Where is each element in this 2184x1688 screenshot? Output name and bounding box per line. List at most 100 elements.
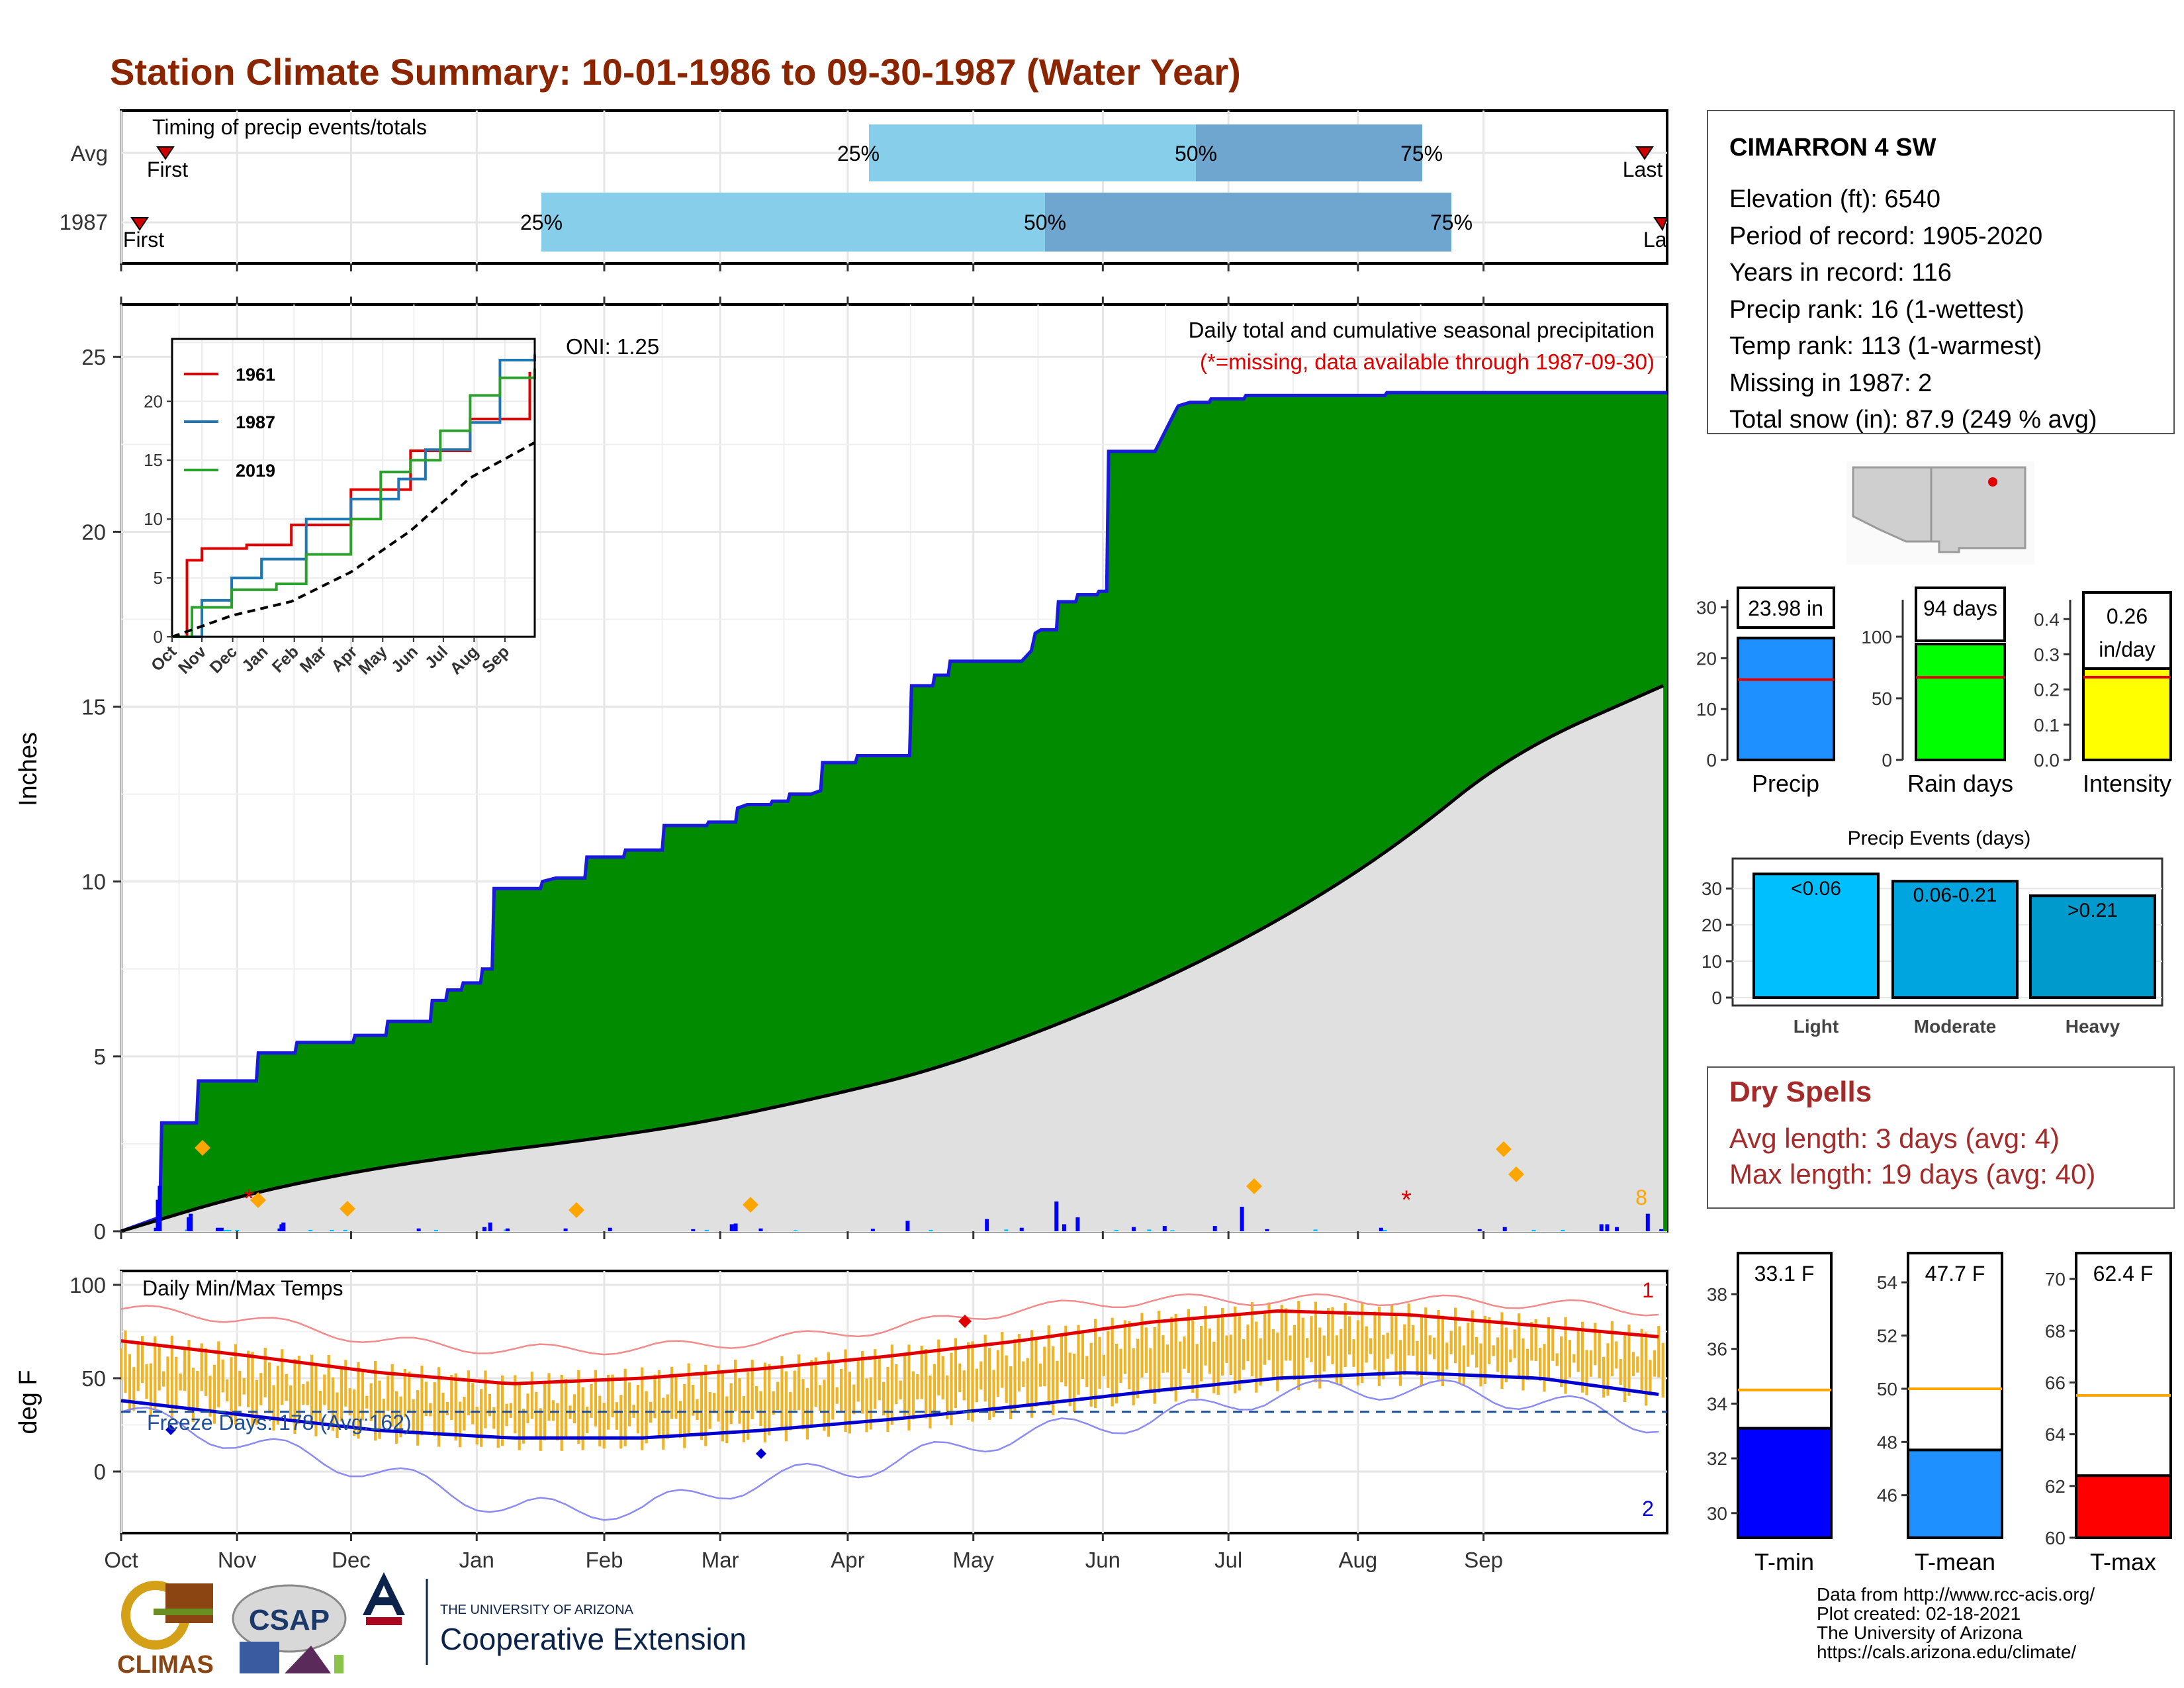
daily-temp-bar: [805, 1387, 809, 1440]
precip-panel: * * 0 5 10 15 20 25 Daily total and cumulativ…: [15, 297, 1668, 1244]
csap-mountain: [285, 1646, 331, 1673]
daily-temp-bar: [607, 1374, 610, 1430]
daily-temp-bar: [1576, 1328, 1580, 1372]
daily-precip-bar: [870, 1229, 875, 1231]
daily-temp-bar: [708, 1391, 711, 1429]
daily-temp-bar: [361, 1369, 364, 1421]
daily-temp-bar: [1149, 1348, 1152, 1391]
tmax-bar: [2075, 1474, 2172, 1540]
timing-label: Timing of precip events/totals: [152, 115, 427, 139]
daily-temp-bar: [967, 1342, 970, 1421]
timing-avg-q25: 25%: [837, 142, 880, 165]
daily-temp-bar: [1615, 1341, 1618, 1369]
daily-precip-bar: [1659, 1229, 1664, 1231]
daily-temp-bar: [1441, 1315, 1444, 1387]
daily-temp-bar: [403, 1368, 406, 1418]
daily-precip-bar: [733, 1223, 738, 1231]
mini-raindays-bar: [1915, 643, 2006, 761]
events-bar-heavy: [2029, 894, 2156, 999]
daily-temp-bar: [704, 1364, 707, 1446]
daily-temp-bar: [191, 1368, 195, 1423]
daily-temp-bar: [226, 1379, 229, 1402]
y-tick-label: 5: [94, 1045, 106, 1069]
tmin-name: T-min: [1754, 1548, 1814, 1575]
daily-temp-bar: [979, 1361, 983, 1390]
daily-temp-bar: [725, 1396, 729, 1444]
daily-temp-bar: [1585, 1350, 1588, 1395]
daily-precip-bar: [905, 1221, 910, 1231]
corner-count: 8: [1635, 1186, 1647, 1209]
daily-temp-bar: [653, 1374, 657, 1419]
x-tick-label: Feb: [586, 1548, 623, 1572]
cumulative-1987-line: [120, 391, 1667, 1233]
daily-temp-bar: [353, 1389, 356, 1436]
mini-intensity-name: Intensity: [2083, 770, 2171, 797]
daily-precip-bar: [1170, 1230, 1175, 1231]
daily-temp-bar: [1627, 1325, 1631, 1396]
daily-temp-bar: [1285, 1308, 1288, 1361]
daily-precip-bar: [1132, 1227, 1136, 1231]
daily-temp-bar: [272, 1385, 275, 1431]
daily-temp-bar: [886, 1367, 889, 1432]
daily-precip-bar: [308, 1229, 313, 1231]
timing-1987-first-marker: [130, 217, 149, 231]
daily-temp-bar: [874, 1349, 877, 1409]
daily-temp-bar: [390, 1364, 394, 1427]
daily-temp-bar: [772, 1391, 775, 1415]
daily-temp-bar: [1343, 1303, 1347, 1367]
daily-temp-bar: [297, 1355, 300, 1424]
daily-temp-bar: [696, 1399, 699, 1421]
daily-precip-bar: [343, 1229, 347, 1231]
tmean-value: 47.7 F: [1925, 1262, 1985, 1286]
daily-temp-bar: [1276, 1333, 1279, 1391]
mini-y-tick-label: 0.0: [2034, 750, 2060, 771]
station-line: Period of record: 1905-2020: [1729, 222, 2042, 250]
x-tick-label: Jun: [1085, 1548, 1120, 1572]
daily-temp-bar: [1234, 1306, 1237, 1393]
daily-temp-bar: [518, 1383, 521, 1450]
daily-temp-bar: [586, 1406, 589, 1434]
events-bar-label-light: <0.06: [1791, 878, 1841, 900]
daily-temp-bar: [1212, 1341, 1216, 1393]
uofa-a-shape: [363, 1572, 405, 1615]
daily-temp-bar: [1140, 1313, 1144, 1378]
daily-temp-bar: [1377, 1307, 1381, 1386]
daily-temp-bar: [175, 1356, 178, 1410]
daily-temp-bar: [1221, 1307, 1224, 1376]
credit-line: Plot created: 02-18-2021: [1817, 1603, 2021, 1624]
daily-temp-bar: [988, 1348, 991, 1421]
daily-temp-bar: [1356, 1320, 1359, 1386]
station-line: Years in record: 116: [1729, 259, 1952, 287]
daily-temp-bar: [996, 1350, 999, 1397]
daily-temp-bar: [302, 1384, 305, 1405]
daily-temp-bar: [120, 1348, 123, 1380]
daily-temp-bar: [429, 1403, 432, 1417]
daily-temp-bar: [158, 1345, 161, 1391]
daily-temp-bar: [899, 1380, 902, 1400]
daily-precip-bar: [219, 1227, 224, 1231]
daily-temp-bar: [433, 1382, 436, 1436]
daily-temp-bar: [611, 1374, 614, 1418]
daily-temp-bar: [318, 1390, 322, 1423]
mini-precip-name: Precip: [1752, 770, 1819, 797]
events-y-tick-label: 30: [1702, 878, 1722, 899]
daily-precip-bar: [985, 1219, 989, 1231]
daily-temp-bar: [895, 1364, 898, 1405]
daily-temp-bar: [247, 1350, 250, 1407]
daily-temp-bar: [958, 1363, 962, 1393]
mini-intensity-label-box: [2082, 591, 2172, 670]
daily-temp-bar: [408, 1371, 411, 1413]
csap-cloud: [232, 1584, 347, 1653]
daily-temp-bar: [717, 1364, 720, 1422]
timing-avg-bar-late: [1196, 124, 1422, 181]
daily-temp-bar: [937, 1339, 940, 1396]
daily-temp-bar: [662, 1397, 665, 1450]
daily-temp-bar: [1445, 1342, 1449, 1370]
daily-temp-bar: [1598, 1330, 1601, 1379]
daily-temp-bar: [738, 1378, 741, 1424]
timing-1987-q25: 25%: [520, 211, 563, 234]
daily-precip-bar: [216, 1227, 220, 1231]
daily-temp-bar: [1128, 1321, 1131, 1389]
timing-avg-first-marker: [156, 146, 175, 160]
